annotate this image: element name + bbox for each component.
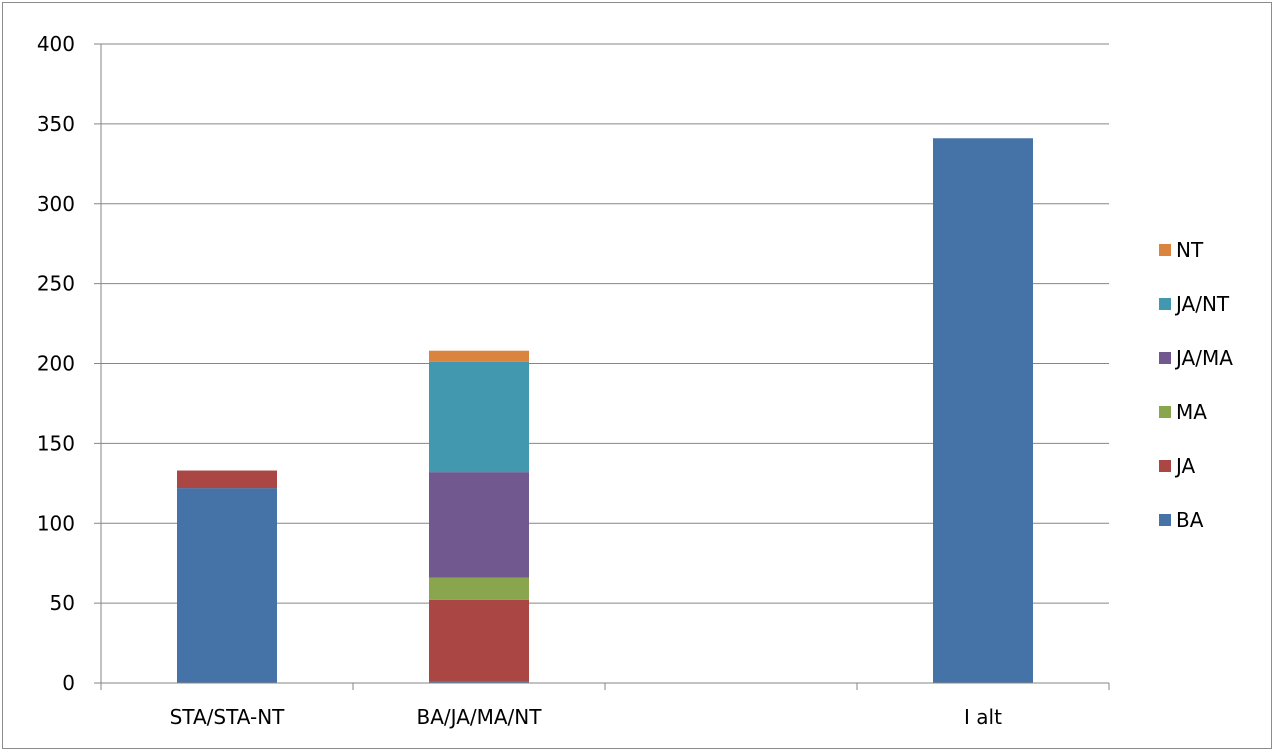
bar-ja (429, 599, 529, 682)
y-tick-label: 100 (37, 511, 75, 535)
legend-label: MA (1176, 400, 1207, 424)
bar-ma (429, 577, 529, 600)
y-tick-label: 300 (37, 192, 75, 216)
y-tick-label: 200 (37, 352, 75, 376)
axes: 0 50 100 150 200 250 300 350 400 STA/STA-NT BA/JA/… (37, 32, 1110, 729)
y-tick-label: 50 (50, 591, 75, 615)
x-tick-label: BA/JA/MA/NT (417, 705, 543, 729)
x-tick-label: STA/STA-NT (170, 705, 286, 729)
bar-ja (177, 470, 277, 489)
legend-swatch (1159, 298, 1171, 310)
bar-ba (177, 488, 277, 683)
bars (177, 138, 1033, 683)
stacked-bar-chart: 0 50 100 150 200 250 300 350 400 STA/STA-NT BA/JA/… (37, 32, 1233, 729)
legend-label: BA (1176, 508, 1204, 532)
x-tick-label: I alt (964, 705, 1002, 729)
legend-label: NT (1176, 238, 1204, 262)
bar-nt (429, 350, 529, 362)
y-tick-label: 250 (37, 272, 75, 296)
legend-swatch (1159, 460, 1171, 472)
legend: NT JA/NT JA/MA MA JA BA (1159, 238, 1233, 532)
legend-swatch (1159, 406, 1171, 418)
legend-label: JA/MA (1174, 346, 1233, 370)
legend-label: JA/NT (1174, 292, 1230, 316)
y-tick-label: 0 (62, 671, 75, 695)
bar-ja-ma (429, 472, 529, 578)
legend-label: JA (1174, 454, 1196, 478)
bar-ba (933, 138, 1033, 683)
legend-swatch (1159, 352, 1171, 364)
y-tick-label: 400 (37, 32, 75, 56)
bar-ja-nt (429, 361, 529, 473)
legend-swatch (1159, 244, 1171, 256)
y-tick-label: 150 (37, 431, 75, 455)
bar-ba (429, 681, 529, 683)
y-tick-label: 350 (37, 112, 75, 136)
legend-swatch (1159, 514, 1171, 526)
